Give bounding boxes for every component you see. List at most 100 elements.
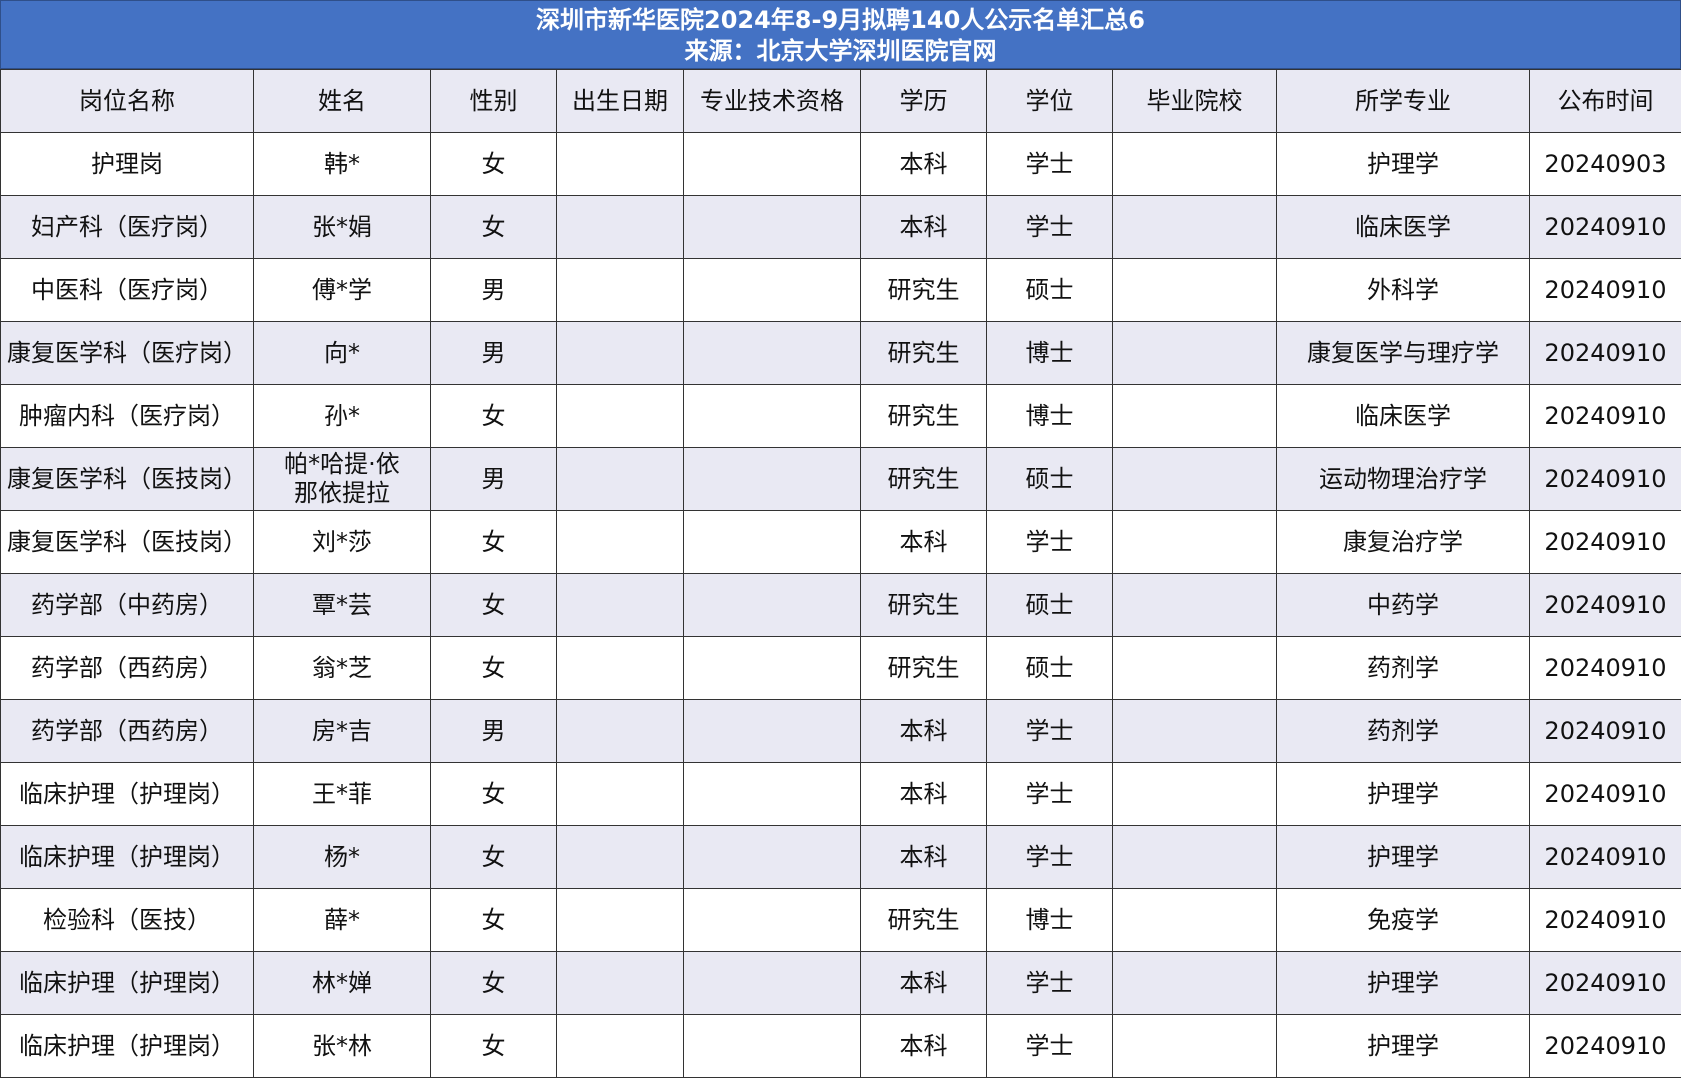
cell-degree: 硕士 [986, 573, 1113, 637]
cell-school [1112, 951, 1277, 1015]
cell-gender: 男 [430, 321, 557, 385]
cell-education: 本科 [860, 1014, 987, 1078]
table-row: 妇产科（医疗岗） 张*娟女 本科 学士 临床医学 20240910 [0, 195, 1681, 259]
cell-name: 薛* [253, 888, 431, 952]
cell-name: 林*婵 [253, 951, 431, 1015]
cell-birth-date [556, 636, 684, 700]
cell-school [1112, 888, 1277, 952]
table-row: 药学部（中药房） 覃*芸女 研究生 硕士 中药学 20240910 [0, 573, 1681, 637]
cell-degree: 学士 [986, 825, 1113, 889]
cell-birth-date [556, 132, 684, 196]
cell-education: 研究生 [860, 321, 987, 385]
cell-birth-date [556, 951, 684, 1015]
cell-name: 杨* [253, 825, 431, 889]
cell-school [1112, 258, 1277, 322]
cell-publish-date: 20240903 [1529, 132, 1681, 196]
column-header-major: 所学专业 [1276, 69, 1530, 133]
cell-birth-date [556, 888, 684, 952]
cell-degree: 学士 [986, 195, 1113, 259]
cell-education: 研究生 [860, 258, 987, 322]
cell-major: 康复治疗学 [1276, 510, 1530, 574]
cell-school [1112, 573, 1277, 637]
cell-major: 护理学 [1276, 132, 1530, 196]
cell-publish-date: 20240910 [1529, 825, 1681, 889]
cell-major: 外科学 [1276, 258, 1530, 322]
cell-education: 本科 [860, 825, 987, 889]
cell-position: 临床护理（护理岗） [0, 1014, 254, 1078]
cell-school [1112, 384, 1277, 448]
cell-position: 中医科（医疗岗） [0, 258, 254, 322]
cell-position: 护理岗 [0, 132, 254, 196]
recruitment-table: 岗位名称 姓名 性别 出生日期 专业技术资格 学历 学位 毕业院校 所学专业 公布时间 护理岗 韩*… [0, 69, 1681, 1078]
cell-qualification [683, 384, 861, 448]
cell-birth-date [556, 321, 684, 385]
cell-birth-date [556, 195, 684, 259]
cell-education: 本科 [860, 699, 987, 763]
cell-degree: 博士 [986, 888, 1113, 952]
cell-major: 运动物理治疗学 [1276, 447, 1530, 511]
column-header-education: 学历 [860, 69, 987, 133]
cell-degree: 学士 [986, 510, 1113, 574]
cell-gender: 男 [430, 699, 557, 763]
cell-school [1112, 762, 1277, 826]
cell-position: 康复医学科（医技岗） [0, 447, 254, 511]
cell-qualification [683, 951, 861, 1015]
cell-birth-date [556, 825, 684, 889]
cell-qualification [683, 258, 861, 322]
table-title: 深圳市新华医院2024年8-9月拟聘140人公示名单汇总6 来源：北京大学深圳医… [0, 0, 1681, 69]
cell-birth-date [556, 699, 684, 763]
cell-qualification [683, 825, 861, 889]
column-header-qualification: 专业技术资格 [683, 69, 861, 133]
cell-publish-date: 20240910 [1529, 762, 1681, 826]
cell-major: 护理学 [1276, 825, 1530, 889]
cell-publish-date: 20240910 [1529, 573, 1681, 637]
table-row: 肿瘤内科（医疗岗） 孙* 女 研究生 博士 临床医学 20240910 [0, 384, 1681, 448]
cell-school [1112, 195, 1277, 259]
cell-publish-date: 20240910 [1529, 258, 1681, 322]
cell-name: 翁*芝 [253, 636, 431, 700]
cell-gender: 女 [430, 951, 557, 1015]
table-row: 药学部（西药房） 房*吉男 本科 学士 药剂学 20240910 [0, 699, 1681, 763]
cell-education: 研究生 [860, 888, 987, 952]
table-row: 中医科（医疗岗） 傅*学男 研究生 硕士 外科学 20240910 [0, 258, 1681, 322]
column-header-position: 岗位名称 [0, 69, 254, 133]
cell-school [1112, 447, 1277, 511]
cell-gender: 女 [430, 1014, 557, 1078]
cell-degree: 硕士 [986, 447, 1113, 511]
cell-qualification [683, 321, 861, 385]
cell-education: 本科 [860, 510, 987, 574]
table-row: 临床护理（护理岗） 林*婵女 本科 学士 护理学 20240910 [0, 951, 1681, 1015]
column-header-publish-date: 公布时间 [1529, 69, 1681, 133]
cell-position: 临床护理（护理岗） [0, 951, 254, 1015]
cell-major: 临床医学 [1276, 384, 1530, 448]
cell-gender: 女 [430, 510, 557, 574]
cell-education: 研究生 [860, 447, 987, 511]
cell-qualification [683, 573, 861, 637]
cell-school [1112, 321, 1277, 385]
cell-degree: 学士 [986, 132, 1113, 196]
cell-publish-date: 20240910 [1529, 636, 1681, 700]
cell-degree: 学士 [986, 699, 1113, 763]
header-row: 岗位名称 姓名 性别 出生日期 专业技术资格 学历 学位 毕业院校 所学专业 公布时间 [0, 69, 1681, 133]
cell-degree: 学士 [986, 951, 1113, 1015]
cell-gender: 女 [430, 762, 557, 826]
cell-position: 临床护理（护理岗） [0, 762, 254, 826]
cell-gender: 女 [430, 636, 557, 700]
column-header-name: 姓名 [253, 69, 431, 133]
cell-publish-date: 20240910 [1529, 888, 1681, 952]
cell-education: 本科 [860, 195, 987, 259]
cell-publish-date: 20240910 [1529, 951, 1681, 1015]
table-row: 护理岗 韩* 女 本科 学士 护理学 20240903 [0, 132, 1681, 196]
cell-name: 房*吉 [253, 699, 431, 763]
cell-major: 护理学 [1276, 762, 1530, 826]
cell-birth-date [556, 258, 684, 322]
cell-position: 康复医学科（医疗岗） [0, 321, 254, 385]
cell-qualification [683, 636, 861, 700]
title-line-2: 来源：北京大学深圳医院官网 [684, 37, 997, 65]
cell-qualification [683, 447, 861, 511]
cell-birth-date [556, 384, 684, 448]
cell-position: 妇产科（医疗岗） [0, 195, 254, 259]
cell-degree: 硕士 [986, 636, 1113, 700]
cell-publish-date: 20240910 [1529, 195, 1681, 259]
cell-gender: 女 [430, 825, 557, 889]
